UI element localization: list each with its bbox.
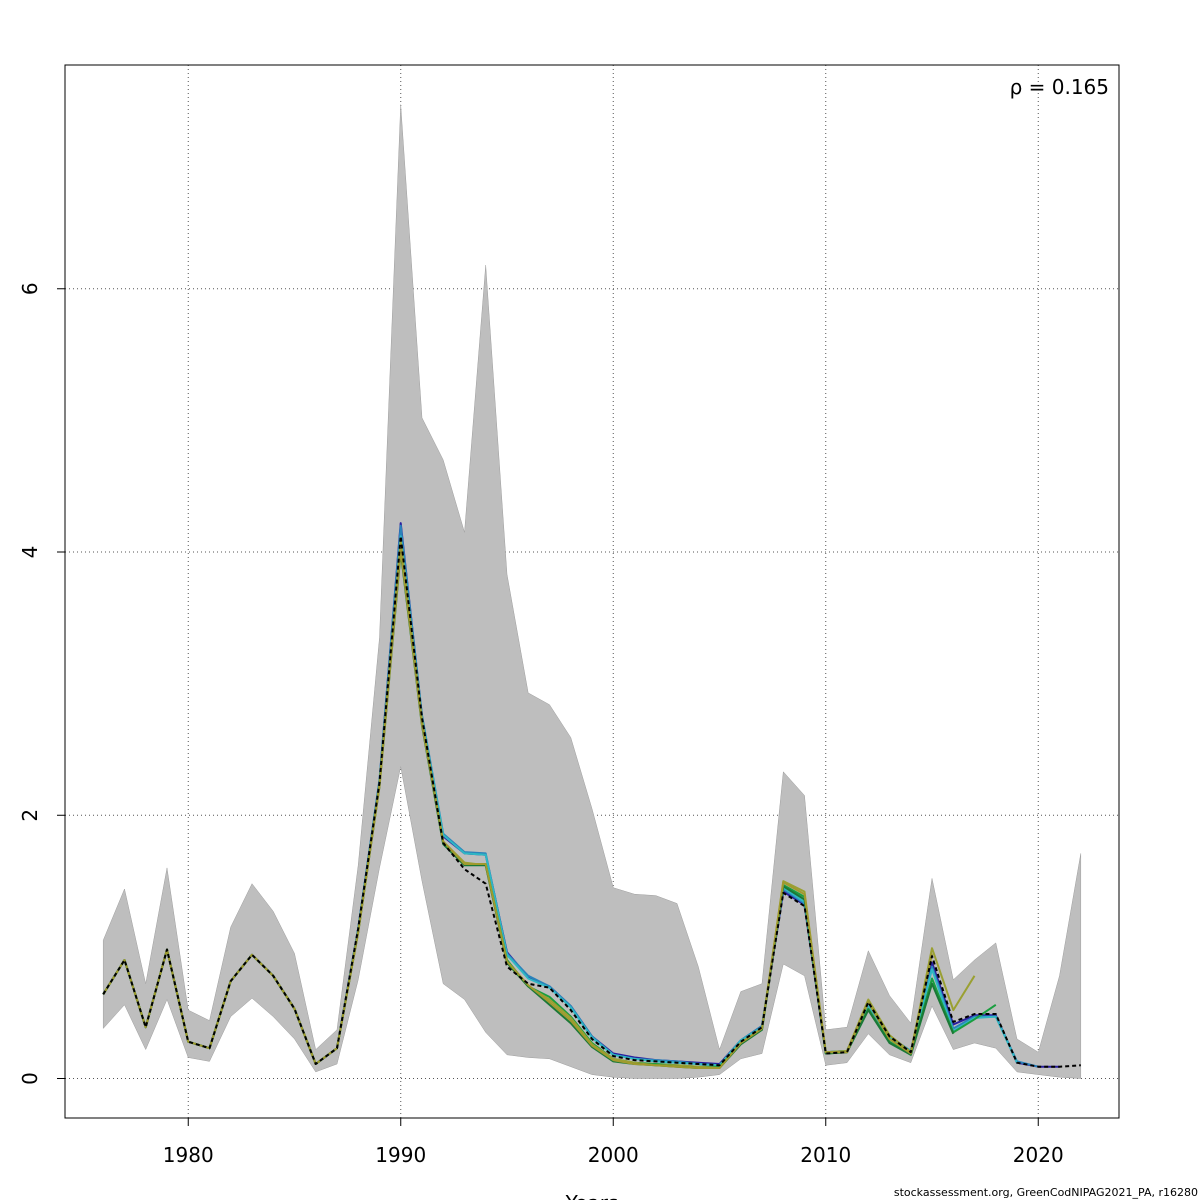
series-layer — [102, 522, 1081, 1069]
x-tick-label: 2000 — [588, 1143, 639, 1167]
x-axis-title: Years — [565, 1191, 619, 1200]
x-tick-label: 1990 — [375, 1143, 426, 1167]
y-tick-label: 2 — [18, 809, 42, 822]
confidence-band-layer — [102, 104, 1082, 1079]
x-tick-label: 2020 — [1013, 1143, 1064, 1167]
y-tick-label: 4 — [18, 546, 42, 559]
confidence-band — [102, 104, 1082, 1079]
series-line-8 — [102, 535, 1081, 1068]
y-tick-label: 6 — [18, 282, 42, 295]
axes: 1980 1990 2000 2010 2020 0 2 4 6 — [18, 64, 1120, 1167]
x-tick-label: 2010 — [800, 1143, 851, 1167]
y-tick-label: 0 — [18, 1072, 42, 1085]
plot-frame — [64, 64, 1120, 1119]
rho-annotation: ρ = 0.165 — [1010, 75, 1109, 99]
x-tick-label: 1980 — [163, 1143, 214, 1167]
credit-footer: stockassessment.org, GreenCodNIPAG2021_P… — [893, 1186, 1198, 1199]
